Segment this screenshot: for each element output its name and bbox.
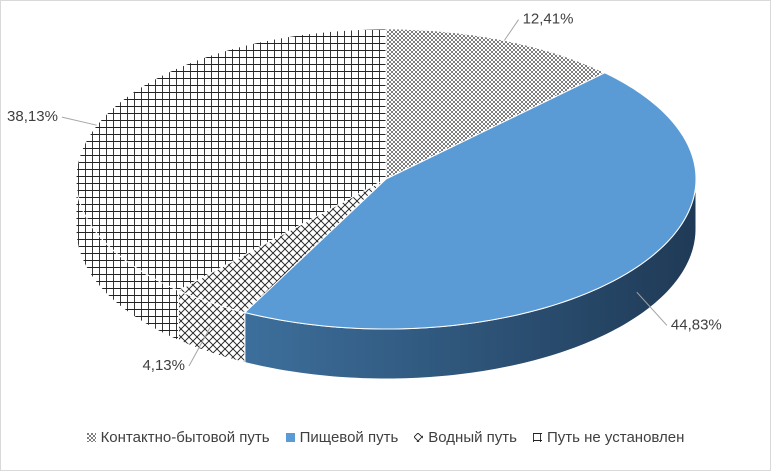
leader-line <box>188 327 211 367</box>
slice <box>243 72 697 330</box>
leader-line <box>503 19 520 41</box>
data-label: 44,83% <box>671 316 722 333</box>
data-label: 12,41% <box>523 11 574 28</box>
legend-item: Контактно-бытовой путь <box>86 429 270 446</box>
legend-item: Пищевой путь <box>285 429 399 446</box>
data-label: 4,13% <box>142 357 185 374</box>
slice <box>177 178 387 314</box>
leader-line <box>61 116 97 126</box>
swatch-fill <box>285 433 295 442</box>
legend-item: Путь не установлен <box>532 429 685 446</box>
pie-area: 12,41% 44,83% 4,13% 38,13% <box>7 11 722 380</box>
legend-swatch <box>285 433 295 442</box>
slice <box>75 28 387 291</box>
legend-label: Пищевой путь <box>299 429 399 446</box>
leader-line <box>636 291 668 326</box>
legend-item: Водный путь <box>414 429 517 446</box>
legend-swatch <box>532 433 542 442</box>
slice <box>385 28 606 180</box>
legend: Контактно-бытовой путь Пищевой путь Водный… <box>1 429 770 446</box>
legend-swatch <box>414 433 424 442</box>
swatch-fill <box>414 433 424 442</box>
swatch-fill <box>532 433 542 442</box>
legend-swatch <box>86 433 96 442</box>
swatch-fill <box>86 433 96 442</box>
legend-label: Путь не установлен <box>546 429 685 446</box>
data-label: 38,13% <box>7 108 58 125</box>
legend-label: Контактно-бытовой путь <box>100 429 270 446</box>
legend-label: Водный путь <box>428 429 517 446</box>
